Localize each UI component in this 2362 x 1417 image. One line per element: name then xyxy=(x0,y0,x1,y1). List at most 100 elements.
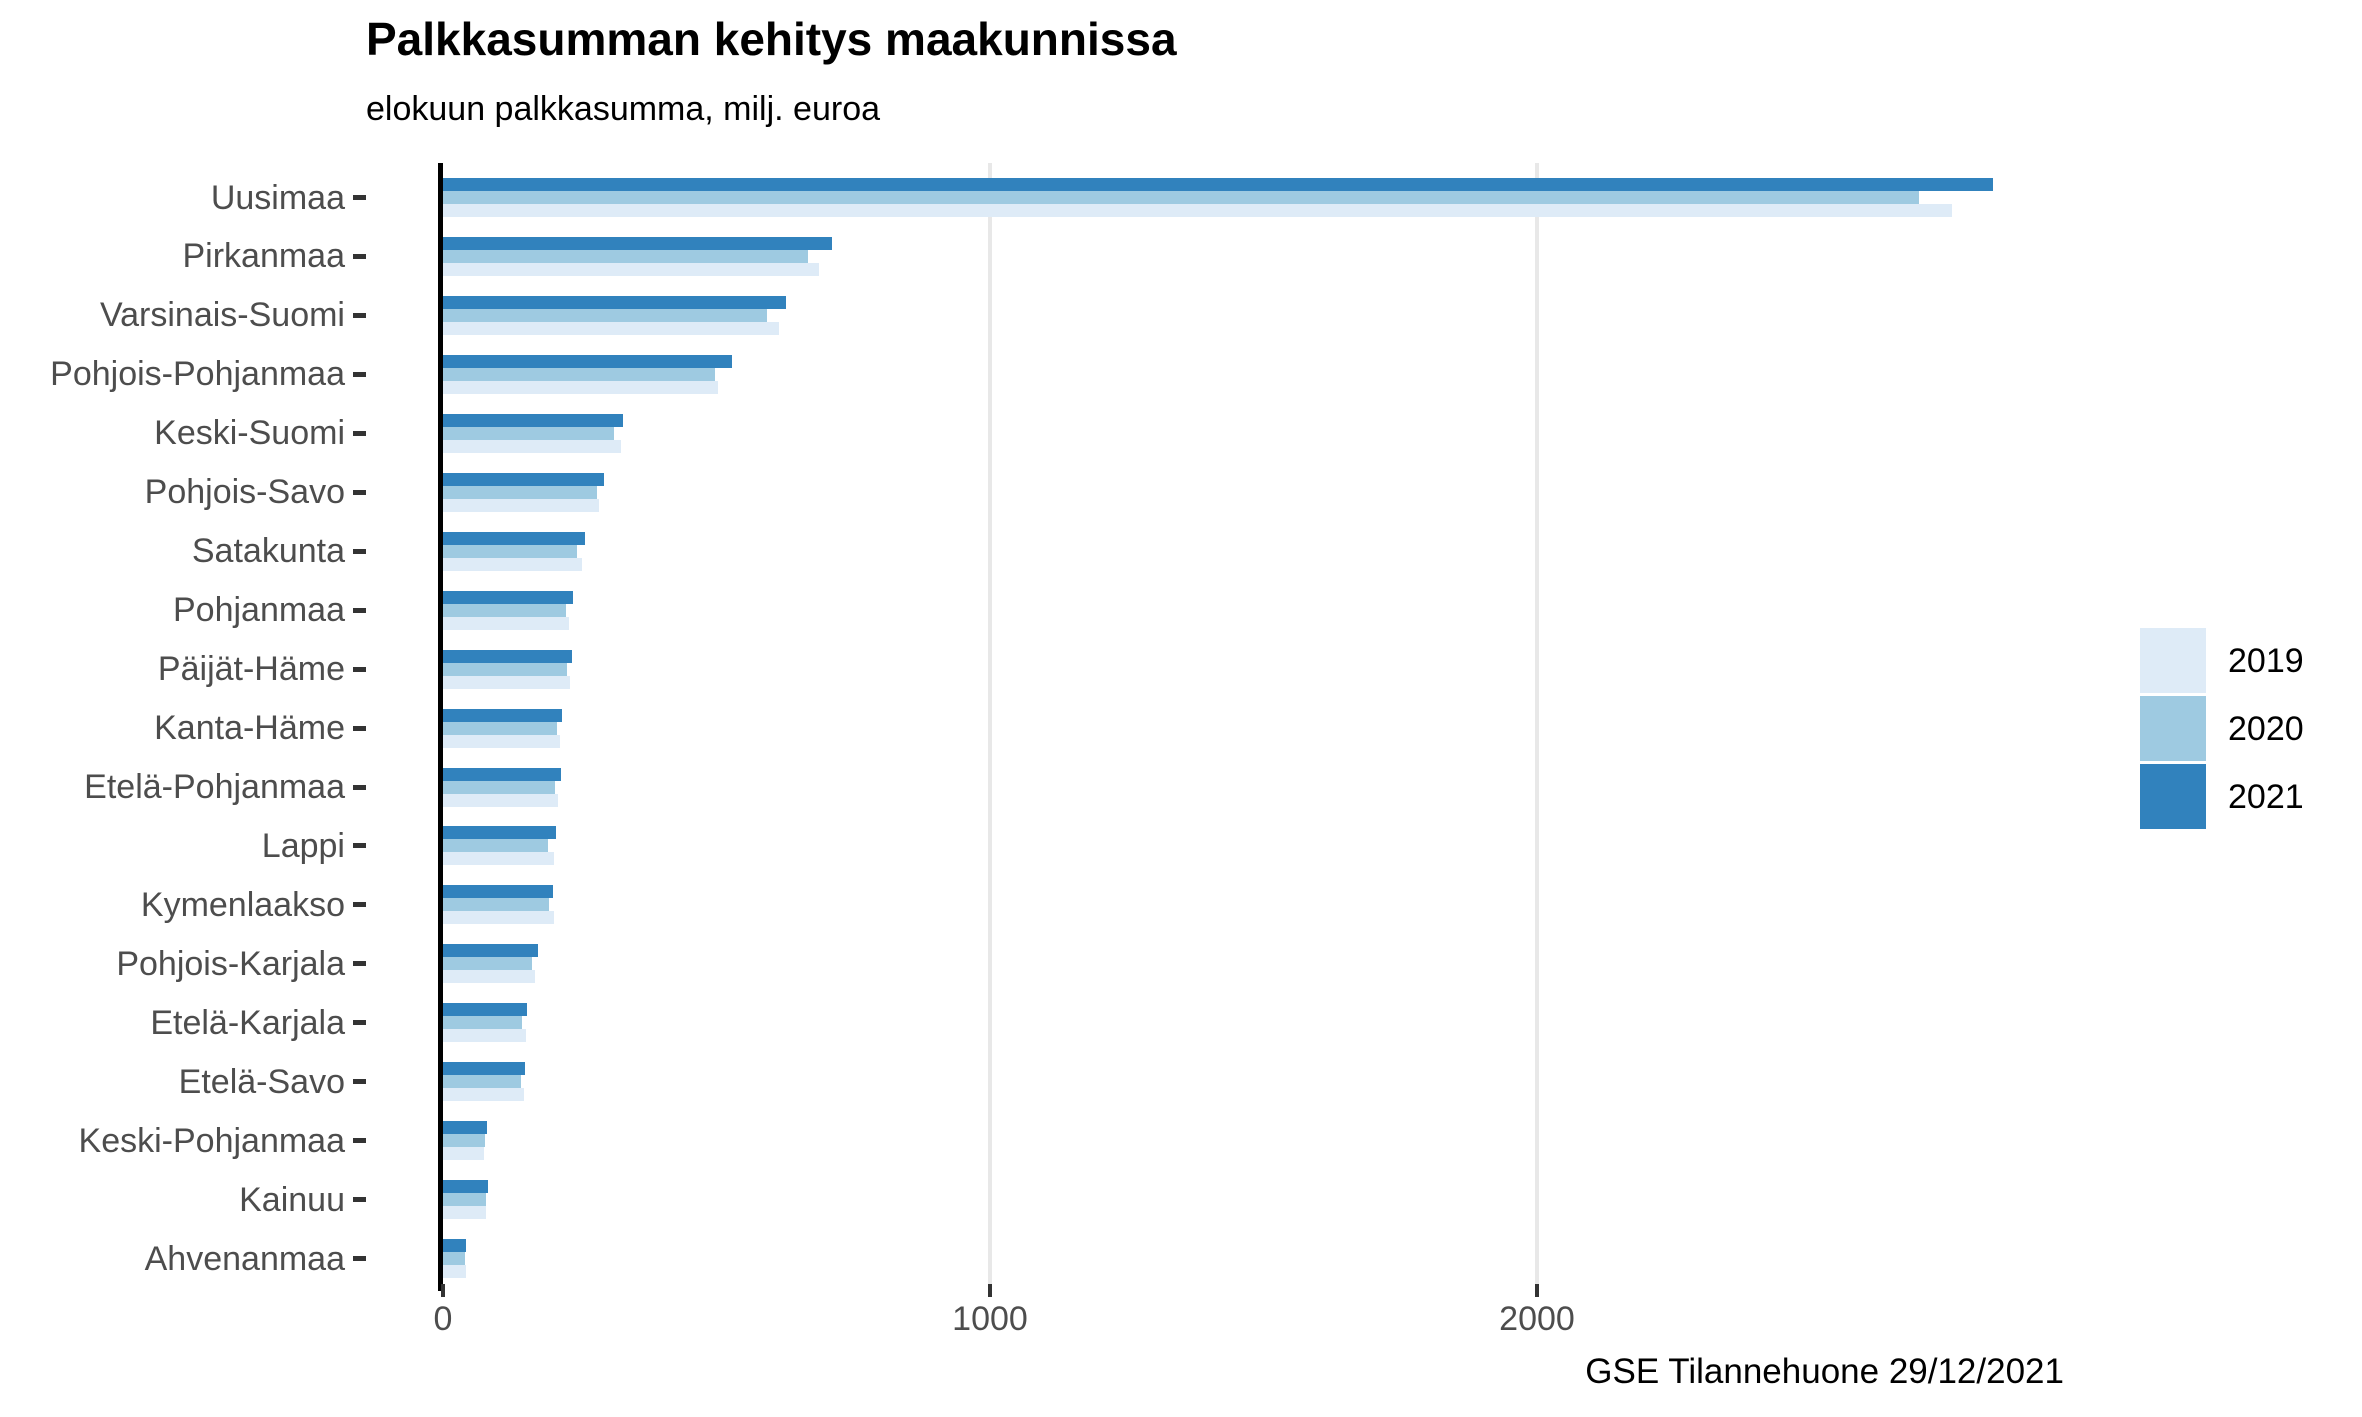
bar-Satakunta-2021 xyxy=(443,531,586,545)
bar-Etelä-Pohjanmaa-2019 xyxy=(443,793,558,807)
bar-Pohjois-Savo-2019 xyxy=(443,498,599,512)
x-axis-tick xyxy=(441,1284,445,1297)
bar-Kymenlaakso-2019 xyxy=(443,911,555,925)
y-axis-label: Kanta-Häme xyxy=(154,709,345,748)
bar-Pohjois-Pohjanmaa-2019 xyxy=(443,380,719,394)
bar-Kymenlaakso-2021 xyxy=(443,885,553,899)
bar-Keski-Suomi-2020 xyxy=(443,426,615,440)
bar-Kainuu-2020 xyxy=(443,1193,486,1207)
bar-Keski-Suomi-2019 xyxy=(443,439,621,453)
bar-Lappi-2021 xyxy=(443,826,557,840)
chart-caption: GSE Tilannehuone 29/12/2021 xyxy=(1585,1352,2064,1391)
legend-label-2020: 2020 xyxy=(2228,710,2304,748)
y-axis-tick xyxy=(353,195,366,200)
y-axis-tick xyxy=(353,607,366,613)
chart-title: Palkkasumman kehitys maakunnissa xyxy=(366,13,1177,65)
bar-Pohjois-Savo-2020 xyxy=(443,485,598,499)
bar-Ahvenanmaa-2021 xyxy=(443,1239,466,1253)
y-axis-label: Pohjanmaa xyxy=(172,591,345,630)
y-axis-tick xyxy=(353,784,366,790)
bar-Keski-Suomi-2021 xyxy=(443,413,623,427)
y-axis-tick xyxy=(353,725,366,731)
y-axis-tick xyxy=(353,1197,366,1203)
x-axis-label: 1000 xyxy=(952,1300,1028,1338)
bar-Päijät-Häme-2020 xyxy=(443,662,568,676)
x-axis-label: 2000 xyxy=(1499,1300,1575,1338)
y-axis-label: Etelä-Savo xyxy=(178,1062,345,1101)
bar-Pirkanmaa-2021 xyxy=(443,236,832,250)
bar-Pohjois-Karjala-2020 xyxy=(443,957,533,971)
chart-subtitle: elokuun palkkasumma, milj. euroa xyxy=(366,90,881,128)
x-axis-label: 0 xyxy=(433,1300,453,1338)
bar-Kanta-Häme-2020 xyxy=(443,721,557,735)
y-axis-label: Pohjois-Pohjanmaa xyxy=(50,355,345,394)
bar-Pirkanmaa-2019 xyxy=(443,262,819,276)
bar-Pohjanmaa-2021 xyxy=(443,590,574,604)
x-axis-tick xyxy=(1535,1284,1539,1297)
y-axis-tick xyxy=(353,843,366,849)
bar-Uusimaa-2019 xyxy=(443,204,1953,217)
y-axis-tick xyxy=(353,961,366,967)
y-axis-tick xyxy=(353,666,366,672)
y-axis-label: Keski-Suomi xyxy=(154,414,345,453)
y-axis-tick xyxy=(353,430,366,436)
y-axis-tick xyxy=(353,548,366,554)
bar-Etelä-Karjala-2021 xyxy=(443,1003,528,1017)
legend-key-2021 xyxy=(2140,764,2206,829)
y-axis-tick xyxy=(353,253,366,259)
y-axis-tick xyxy=(353,489,366,495)
y-axis-label: Pohjois-Karjala xyxy=(116,944,345,983)
bar-Etelä-Savo-2019 xyxy=(443,1088,524,1102)
bar-Etelä-Pohjanmaa-2021 xyxy=(443,767,562,781)
y-axis-label: Uusimaa xyxy=(210,178,345,217)
bar-Keski-Pohjanmaa-2020 xyxy=(443,1134,485,1148)
y-axis-label: Keski-Pohjanmaa xyxy=(78,1121,345,1160)
bar-Kanta-Häme-2021 xyxy=(443,708,563,722)
bar-Pohjois-Karjala-2021 xyxy=(443,944,539,958)
bar-Pohjois-Pohjanmaa-2020 xyxy=(443,367,715,381)
bar-Etelä-Savo-2020 xyxy=(443,1075,522,1089)
bar-Pirkanmaa-2020 xyxy=(443,249,808,263)
legend-label-2021: 2021 xyxy=(2228,778,2304,816)
bar-Satakunta-2020 xyxy=(443,544,577,558)
bar-Etelä-Savo-2021 xyxy=(443,1062,526,1076)
bar-Uusimaa-2021 xyxy=(443,178,1994,191)
bar-Ahvenanmaa-2020 xyxy=(443,1252,465,1266)
gridline-x-1000 xyxy=(988,163,992,1284)
bar-Pohjanmaa-2019 xyxy=(443,616,569,630)
gridline-x-2000 xyxy=(1535,163,1539,1284)
y-axis-label: Lappi xyxy=(261,826,345,865)
bar-Kainuu-2019 xyxy=(443,1206,487,1220)
bar-Kainuu-2021 xyxy=(443,1180,488,1194)
bar-Etelä-Karjala-2019 xyxy=(443,1029,527,1043)
legend-label-2019: 2019 xyxy=(2228,642,2304,680)
y-axis-label: Pohjois-Savo xyxy=(144,473,345,512)
y-axis-label: Kymenlaakso xyxy=(140,885,345,924)
bar-Etelä-Pohjanmaa-2020 xyxy=(443,780,556,794)
y-axis-label: Etelä-Pohjanmaa xyxy=(84,768,345,806)
y-axis-line xyxy=(438,163,443,1291)
y-axis-label: Ahvenanmaa xyxy=(144,1239,345,1278)
bar-Keski-Pohjanmaa-2019 xyxy=(443,1147,485,1161)
y-axis-tick xyxy=(353,371,366,377)
bar-Pohjois-Savo-2021 xyxy=(443,472,604,486)
y-axis-label: Etelä-Karjala xyxy=(150,1003,345,1042)
bar-Päijät-Häme-2021 xyxy=(443,649,573,663)
y-axis-label: Kainuu xyxy=(239,1180,345,1219)
bar-Kanta-Häme-2019 xyxy=(443,734,561,748)
legend-key-2020 xyxy=(2140,696,2206,761)
bar-Päijät-Häme-2019 xyxy=(443,675,571,689)
y-axis-tick xyxy=(353,1079,366,1085)
y-axis-label: Pirkanmaa xyxy=(182,237,345,276)
bar-Satakunta-2019 xyxy=(443,557,582,571)
bar-Varsinais-Suomi-2019 xyxy=(443,321,779,335)
y-axis-label: Satakunta xyxy=(191,532,345,571)
y-axis-tick xyxy=(353,312,366,318)
legend-key-2019 xyxy=(2140,628,2206,693)
bar-Varsinais-Suomi-2021 xyxy=(443,295,786,309)
y-axis-tick xyxy=(353,1020,366,1026)
bar-Keski-Pohjanmaa-2021 xyxy=(443,1121,487,1135)
bar-Kymenlaakso-2020 xyxy=(443,898,550,912)
bar-Lappi-2019 xyxy=(443,852,555,866)
